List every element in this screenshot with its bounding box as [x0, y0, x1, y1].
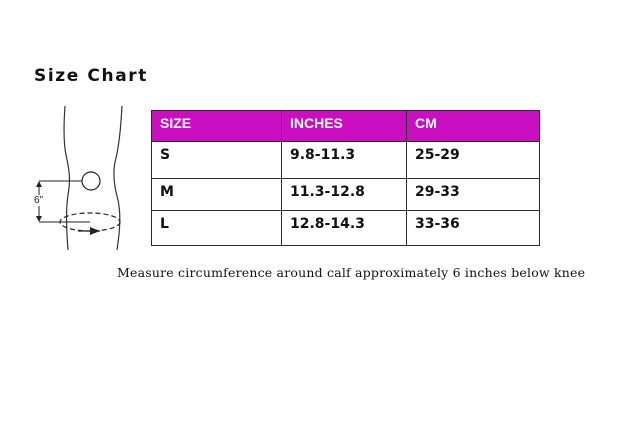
- table-row: S 9.8-11.3 25-29: [151, 141, 540, 179]
- cm-cell: 33-36: [406, 210, 540, 246]
- page-title: Size Chart: [34, 66, 148, 86]
- size-cell: M: [151, 178, 282, 211]
- size-cell: L: [151, 210, 282, 246]
- leg-measurement-icon: [36, 105, 123, 251]
- inches-cell: 11.3-12.8: [281, 178, 407, 211]
- knee-marker-icon: [81, 171, 101, 191]
- inches-cell: 9.8-11.3: [281, 141, 407, 179]
- cm-cell: 25-29: [406, 141, 540, 179]
- table-row: L 12.8-14.3 33-36: [151, 210, 540, 246]
- table-header-row: SIZE INCHES CM: [151, 110, 540, 142]
- cm-cell: 29-33: [406, 178, 540, 211]
- header-cm: CM: [406, 110, 540, 142]
- size-table: SIZE INCHES CM S 9.8-11.3 25-29 M 11.3-1…: [151, 110, 540, 246]
- header-inches: INCHES: [281, 110, 407, 142]
- inches-cell: 12.8-14.3: [281, 210, 407, 246]
- table-row: M 11.3-12.8 29-33: [151, 178, 540, 211]
- size-cell: S: [151, 141, 282, 179]
- measurement-note: Measure circumference around calf approx…: [117, 265, 586, 280]
- leg-measurement-diagram: 6": [28, 100, 128, 260]
- measure-label: 6": [34, 195, 44, 206]
- header-size: SIZE: [151, 110, 282, 142]
